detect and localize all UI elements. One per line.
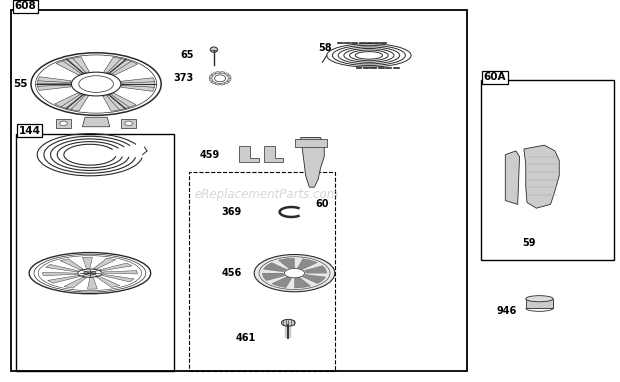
Text: 60A: 60A xyxy=(484,72,506,82)
Text: 369: 369 xyxy=(221,207,242,217)
Polygon shape xyxy=(224,73,229,76)
Text: 608: 608 xyxy=(14,2,36,11)
Circle shape xyxy=(215,75,226,82)
Polygon shape xyxy=(228,78,231,81)
Polygon shape xyxy=(122,78,154,91)
Polygon shape xyxy=(294,278,311,288)
Polygon shape xyxy=(220,83,225,85)
Ellipse shape xyxy=(210,47,218,52)
Polygon shape xyxy=(121,119,136,128)
Text: 461: 461 xyxy=(236,333,256,343)
Text: 373: 373 xyxy=(174,73,194,83)
Polygon shape xyxy=(46,264,78,272)
Text: 456: 456 xyxy=(221,268,242,278)
Polygon shape xyxy=(94,258,116,269)
Polygon shape xyxy=(209,78,213,81)
Polygon shape xyxy=(220,71,225,74)
Circle shape xyxy=(60,121,68,126)
Bar xyxy=(480,80,614,260)
Polygon shape xyxy=(303,275,326,284)
Polygon shape xyxy=(304,266,327,273)
Polygon shape xyxy=(224,81,229,84)
Bar xyxy=(526,299,553,308)
Text: 55: 55 xyxy=(14,79,28,89)
Circle shape xyxy=(125,121,133,126)
Polygon shape xyxy=(60,259,83,270)
Polygon shape xyxy=(298,259,317,269)
Bar xyxy=(16,134,174,371)
Ellipse shape xyxy=(78,269,102,277)
Polygon shape xyxy=(211,81,216,84)
Polygon shape xyxy=(43,272,77,276)
Polygon shape xyxy=(104,57,138,75)
Polygon shape xyxy=(524,145,559,208)
Polygon shape xyxy=(215,71,220,74)
Text: 144: 144 xyxy=(19,126,40,136)
Polygon shape xyxy=(264,146,283,162)
Polygon shape xyxy=(264,262,286,272)
Polygon shape xyxy=(294,139,327,147)
Text: 59: 59 xyxy=(523,238,536,248)
Polygon shape xyxy=(56,119,71,128)
Polygon shape xyxy=(97,276,120,287)
Ellipse shape xyxy=(285,269,304,278)
Polygon shape xyxy=(209,75,213,78)
Polygon shape xyxy=(64,277,86,288)
Polygon shape xyxy=(211,73,216,76)
Text: 65: 65 xyxy=(180,50,194,60)
Text: 60: 60 xyxy=(315,199,329,209)
Polygon shape xyxy=(215,83,220,85)
Text: 58: 58 xyxy=(318,43,332,53)
Ellipse shape xyxy=(71,72,121,96)
Polygon shape xyxy=(102,274,134,282)
Polygon shape xyxy=(262,273,285,280)
Text: eReplacementParts.com: eReplacementParts.com xyxy=(195,188,339,201)
Polygon shape xyxy=(82,117,110,127)
Bar xyxy=(11,10,467,371)
Polygon shape xyxy=(239,146,259,162)
Polygon shape xyxy=(228,75,231,78)
Polygon shape xyxy=(99,263,132,271)
Polygon shape xyxy=(82,257,92,269)
Text: 459: 459 xyxy=(200,150,220,160)
Polygon shape xyxy=(505,151,520,204)
Polygon shape xyxy=(38,77,71,91)
Bar xyxy=(189,172,335,371)
Ellipse shape xyxy=(526,296,553,302)
Polygon shape xyxy=(48,275,81,283)
Polygon shape xyxy=(55,93,89,111)
Polygon shape xyxy=(103,270,137,274)
Polygon shape xyxy=(301,138,324,187)
Polygon shape xyxy=(278,258,294,269)
Ellipse shape xyxy=(84,271,96,275)
Polygon shape xyxy=(87,277,97,289)
Ellipse shape xyxy=(254,254,335,292)
Text: 946: 946 xyxy=(496,306,516,316)
Polygon shape xyxy=(56,57,89,75)
Polygon shape xyxy=(272,277,291,288)
Ellipse shape xyxy=(281,319,295,326)
Polygon shape xyxy=(103,93,136,111)
